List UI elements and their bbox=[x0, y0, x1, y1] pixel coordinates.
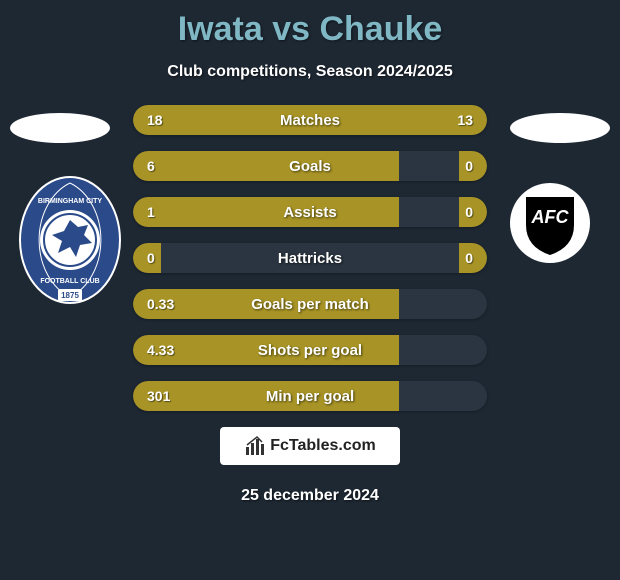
row-label: Assists bbox=[133, 197, 487, 227]
row-label: Goals bbox=[133, 151, 487, 181]
page-title: Iwata vs Chauke bbox=[0, 0, 620, 49]
right-team-badge: AFC bbox=[508, 181, 592, 265]
svg-text:FOOTBALL CLUB: FOOTBALL CLUB bbox=[40, 278, 99, 285]
brand-badge: FcTables.com bbox=[220, 427, 400, 465]
brand-text: FcTables.com bbox=[270, 437, 376, 455]
stat-row: 60Goals bbox=[133, 151, 487, 181]
row-label: Goals per match bbox=[133, 289, 487, 319]
stat-row: 1813Matches bbox=[133, 105, 487, 135]
right-flag-placeholder bbox=[510, 113, 610, 143]
svg-text:BIRMINGHAM CITY: BIRMINGHAM CITY bbox=[38, 198, 102, 205]
comparison-chart: BIRMINGHAM CITY FOOTBALL CLUB 1875 AFC 1… bbox=[0, 105, 620, 411]
date-text: 25 december 2024 bbox=[0, 487, 620, 505]
stat-row: 0.33Goals per match bbox=[133, 289, 487, 319]
row-label: Hattricks bbox=[133, 243, 487, 273]
stat-row: 4.33Shots per goal bbox=[133, 335, 487, 365]
svg-text:AFC: AFC bbox=[531, 207, 570, 227]
brand-chart-icon bbox=[244, 435, 266, 457]
subtitle: Club competitions, Season 2024/2025 bbox=[0, 63, 620, 81]
row-label: Min per goal bbox=[133, 381, 487, 411]
stat-row: 00Hattricks bbox=[133, 243, 487, 273]
stat-rows: 1813Matches 60Goals 10Assists 00Hattricks 0.… bbox=[133, 105, 487, 411]
svg-text:1875: 1875 bbox=[61, 291, 79, 300]
row-label: Shots per goal bbox=[133, 335, 487, 365]
row-label: Matches bbox=[133, 105, 487, 135]
stat-row: 301Min per goal bbox=[133, 381, 487, 411]
stat-row: 10Assists bbox=[133, 197, 487, 227]
left-team-badge: BIRMINGHAM CITY FOOTBALL CLUB 1875 bbox=[18, 175, 122, 305]
left-flag-placeholder bbox=[10, 113, 110, 143]
